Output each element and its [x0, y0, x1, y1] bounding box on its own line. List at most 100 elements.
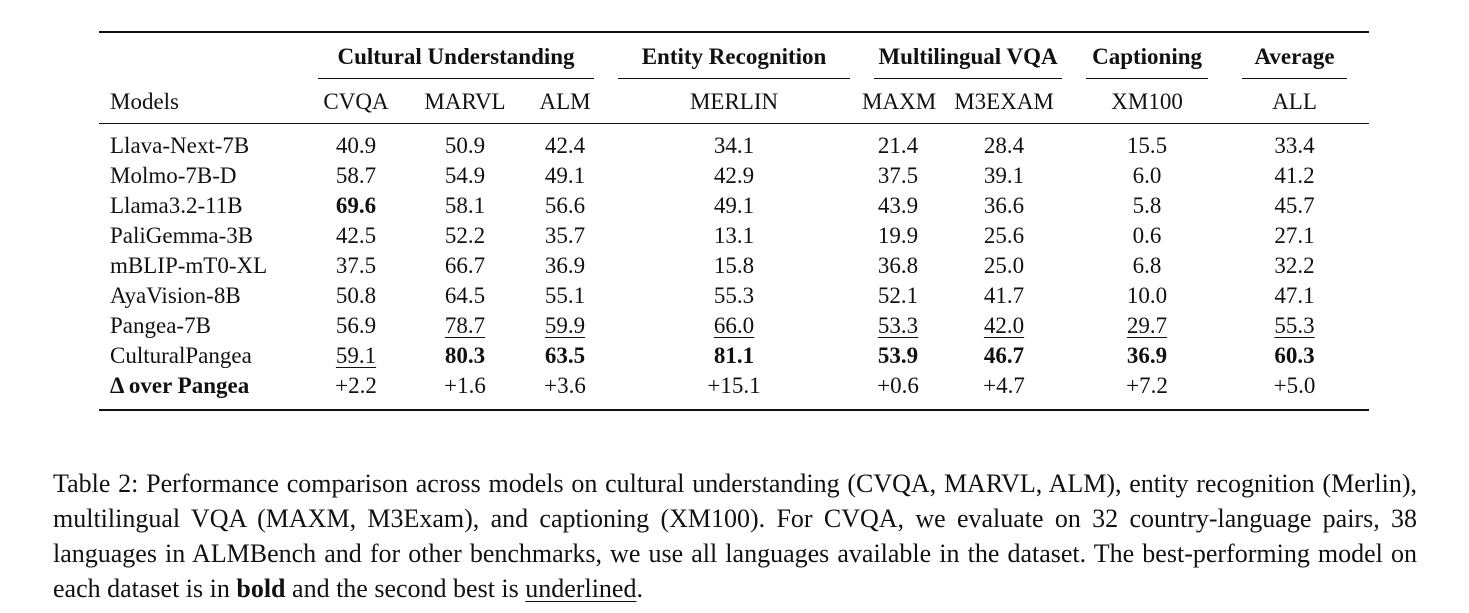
cell-alm: 35.7 [544, 223, 586, 248]
cell-maxm: 19.9 [877, 223, 919, 248]
cell-alm: 36.9 [544, 253, 586, 278]
model-name: Pangea-7B [110, 313, 211, 338]
delta-row: Δ over Pangea +2.2 +1.6 +3.6 +15.1 +0.6 … [99, 371, 1370, 410]
cell-merlin: +15.1 [707, 373, 761, 398]
cell-merlin: 81.1 [713, 343, 755, 368]
group-average: Average [1220, 32, 1369, 81]
cell-xm100: 15.5 [1126, 133, 1168, 158]
cell-all: 45.7 [1274, 193, 1315, 218]
table-caption: Table 2: Performance comparison across m… [53, 466, 1417, 606]
col-merlin: MERLIN [689, 89, 779, 114]
model-name: PaliGemma-3B [110, 223, 254, 248]
col-maxm: MAXM [862, 89, 937, 114]
table-row: Molmo-7B-D 58.7 54.9 49.1 42.9 37.5 39.1… [99, 161, 1369, 191]
cell-xm100: 5.8 [1132, 193, 1162, 218]
cell-cvqa: 58.7 [335, 163, 377, 188]
model-name: Molmo-7B-D [110, 163, 237, 188]
cell-all: +5.0 [1273, 373, 1316, 398]
cell-all: 55.3 [1274, 313, 1315, 338]
cell-merlin: 55.3 [713, 283, 755, 308]
cell-xm100: 0.6 [1132, 223, 1162, 248]
col-alm: ALM [539, 89, 591, 114]
table-row: Llama3.2-11B 69.6 58.1 56.6 49.1 43.9 36… [99, 191, 1369, 221]
cell-marvl: 66.7 [444, 253, 486, 278]
cell-maxm: 43.9 [877, 193, 919, 218]
results-table: Cultural Understanding Entity Recognitio… [99, 31, 1370, 411]
col-cvqa: CVQA [323, 89, 389, 114]
cell-m3exam: 42.0 [983, 313, 1025, 338]
caption-bold-word: bold [236, 574, 286, 603]
group-entity-recognition: Entity Recognition [606, 32, 862, 81]
cell-merlin: 49.1 [713, 193, 755, 218]
cell-maxm: 36.8 [877, 253, 919, 278]
cell-xm100: +7.2 [1126, 373, 1168, 398]
cell-m3exam: 41.7 [983, 283, 1025, 308]
caption-text: . [636, 574, 643, 603]
model-name: Llama3.2-11B [110, 193, 243, 218]
group-multilingual-vqa: Multilingual VQA [862, 32, 1074, 81]
cell-cvqa: 42.5 [335, 223, 377, 248]
col-xm100: XM100 [1111, 89, 1183, 114]
cell-alm: 63.5 [544, 343, 586, 368]
cell-marvl: 52.2 [444, 223, 486, 248]
table-row: AyaVision-8B 50.8 64.5 55.1 55.3 52.1 41… [99, 281, 1369, 311]
cell-marvl: 54.9 [444, 163, 486, 188]
cell-m3exam: 39.1 [983, 163, 1025, 188]
cell-all: 60.3 [1274, 343, 1315, 368]
cell-alm: 42.4 [544, 133, 586, 158]
cell-m3exam: 25.6 [983, 223, 1025, 248]
cell-xm100: 6.8 [1132, 253, 1162, 278]
table-row: Llava-Next-7B 40.9 50.9 42.4 34.1 21.4 2… [99, 123, 1370, 162]
cell-marvl: 80.3 [444, 343, 486, 368]
cell-alm: 55.1 [544, 283, 586, 308]
cell-all: 47.1 [1274, 283, 1315, 308]
cell-m3exam: 46.7 [983, 343, 1025, 368]
cell-cvqa: 56.9 [335, 313, 377, 338]
performance-table: Cultural Understanding Entity Recognitio… [99, 31, 1370, 411]
model-name: Llava-Next-7B [110, 133, 250, 158]
cell-cvqa: 69.6 [335, 193, 377, 218]
cell-maxm: 37.5 [877, 163, 919, 188]
cell-m3exam: 36.6 [983, 193, 1025, 218]
cell-xm100: 36.9 [1126, 343, 1168, 368]
cell-maxm: 53.9 [877, 343, 919, 368]
cell-cvqa: +2.2 [335, 373, 377, 398]
cell-cvqa: 40.9 [335, 133, 377, 158]
cell-alm: 56.6 [544, 193, 586, 218]
col-all: ALL [1272, 89, 1317, 114]
model-name: AyaVision-8B [110, 283, 241, 308]
cell-all: 33.4 [1274, 133, 1315, 158]
cell-marvl: 64.5 [444, 283, 486, 308]
col-m3exam: M3EXAM [954, 89, 1054, 114]
caption-text: and the second best is [285, 574, 526, 603]
group-captioning: Captioning [1074, 32, 1220, 81]
cell-m3exam: 25.0 [983, 253, 1025, 278]
table-row: mBLIP-mT0-XL 37.5 66.7 36.9 15.8 36.8 25… [99, 251, 1369, 281]
cell-maxm: 52.1 [877, 283, 919, 308]
cell-merlin: 13.1 [713, 223, 755, 248]
cell-cvqa: 50.8 [335, 283, 377, 308]
caption-underlined-word: underlined [525, 574, 637, 603]
cell-merlin: 66.0 [713, 313, 755, 338]
group-cultural-understanding: Cultural Understanding [306, 32, 606, 81]
cell-marvl: 58.1 [444, 193, 486, 218]
table-row: PaliGemma-3B 42.5 52.2 35.7 13.1 19.9 25… [99, 221, 1369, 251]
cell-xm100: 10.0 [1126, 283, 1168, 308]
group-header-row: Cultural Understanding Entity Recognitio… [99, 32, 1370, 81]
cell-merlin: 34.1 [713, 133, 755, 158]
cell-merlin: 42.9 [713, 163, 755, 188]
cell-m3exam: 28.4 [983, 133, 1025, 158]
cell-marvl: 50.9 [444, 133, 486, 158]
group-header-empty [99, 32, 306, 81]
cell-xm100: 29.7 [1126, 313, 1168, 338]
cell-marvl: +1.6 [444, 373, 486, 398]
cell-m3exam: +4.7 [983, 373, 1025, 398]
cell-all: 32.2 [1274, 253, 1315, 278]
model-name: CulturalPangea [110, 343, 252, 368]
cell-alm: 59.9 [544, 313, 586, 338]
cell-alm: +3.6 [544, 373, 586, 398]
cell-all: 27.1 [1274, 223, 1315, 248]
cell-maxm: 53.3 [877, 313, 919, 338]
cell-maxm: 21.4 [877, 133, 919, 158]
col-marvl: MARVL [424, 89, 506, 114]
